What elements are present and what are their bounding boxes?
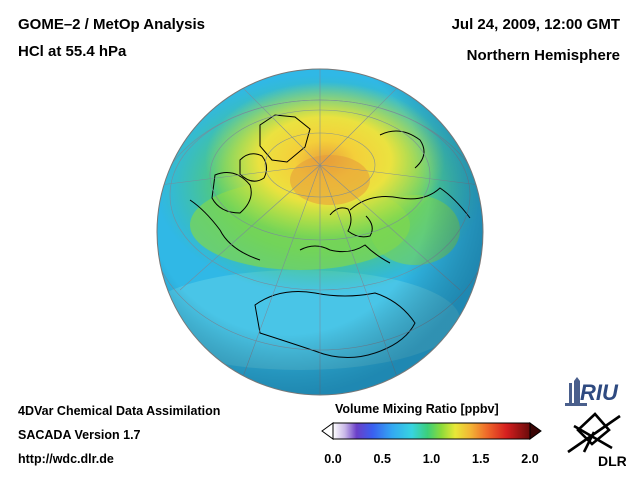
colorbar-tick-label: 1.5 — [472, 452, 490, 466]
footer-method: 4DVar Chemical Data Assimilation — [18, 404, 221, 418]
colorbar-gradient — [332, 422, 531, 440]
colorbar-tick-label: 0.5 — [373, 452, 391, 466]
map-hemisphere: Northern Hemisphere — [466, 47, 620, 64]
colorbar-tick-label: 0.0 — [324, 452, 342, 466]
dlr-logo-text: DLR — [598, 453, 626, 469]
globe-outline — [156, 68, 484, 396]
colorbar-high-arrow — [529, 422, 542, 440]
colorbar-title: Volume Mixing Ratio [ppbv] — [335, 402, 499, 416]
riu-logo: RIU — [565, 377, 619, 406]
footer-url[interactable]: http://wdc.dlr.de — [18, 452, 114, 466]
map-subtitle: HCl at 55.4 hPa — [18, 43, 127, 60]
riu-logo-text: RIU — [580, 380, 619, 405]
map-date: Jul 24, 2009, 12:00 GMT — [451, 16, 620, 33]
colorbar-tick-label: 1.0 — [422, 452, 441, 466]
map-title: GOME–2 / MetOp Analysis — [18, 16, 205, 33]
footer-version: SACADA Version 1.7 — [18, 428, 141, 442]
colorbar-low-arrow — [321, 422, 334, 440]
dlr-logo: DLR — [567, 412, 626, 469]
colorbar-tick-label: 2.0 — [521, 452, 539, 466]
